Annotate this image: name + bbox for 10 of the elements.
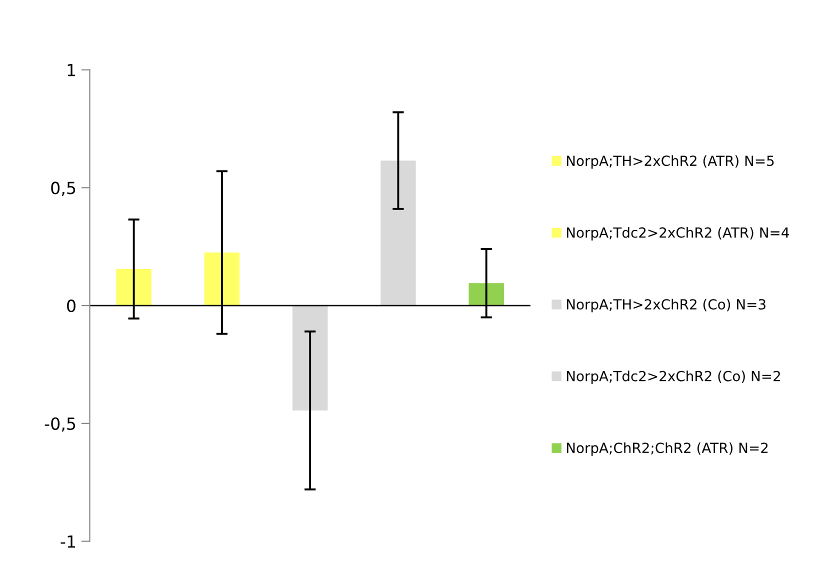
- legend-label: NorpA;TH>2xChR2 (ATR) N=5: [566, 155, 774, 169]
- y-tick-label: 0: [67, 300, 76, 312]
- legend-label: NorpA;Tdc2>2xChR2 (Co) N=2: [566, 370, 780, 384]
- y-tick-label: -0,5: [44, 417, 76, 432]
- y-tick-label: 0,5: [51, 182, 76, 196]
- legend-label: NorpA;TH>2xChR2 (Co) N=3: [566, 298, 766, 312]
- legend-label: NorpA;Tdc2>2xChR2 (ATR) N=4: [566, 227, 789, 240]
- y-tick-label: 1: [68, 64, 76, 76]
- legend-label: NorpA;ChR2;ChR2 (ATR) N=2: [566, 442, 768, 456]
- y-tick-label: -1: [60, 535, 76, 548]
